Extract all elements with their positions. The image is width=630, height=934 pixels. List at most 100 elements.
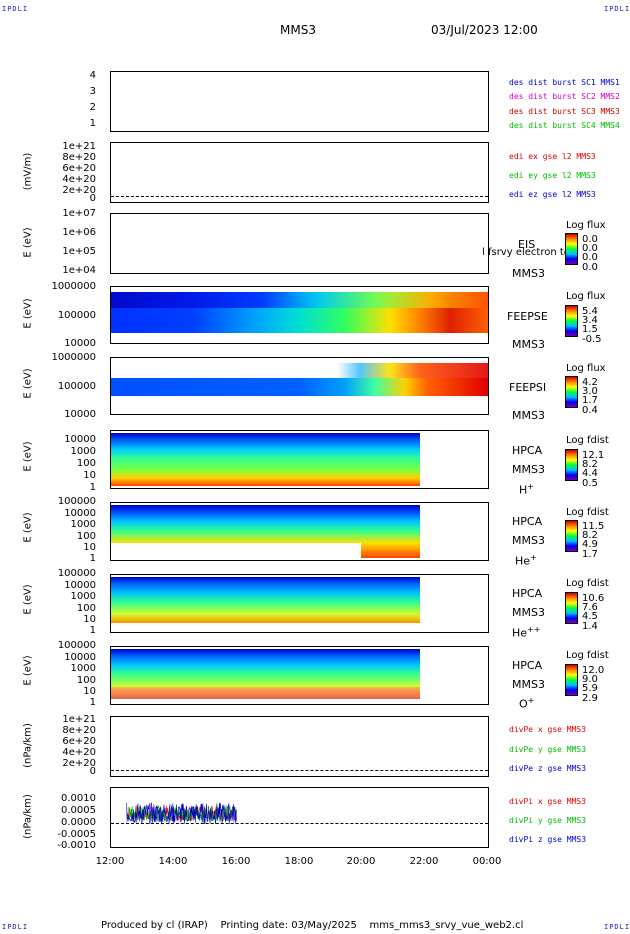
colorbar-title: Log flux: [566, 291, 606, 302]
spacecraft-label: MMS3: [512, 534, 545, 547]
y-tick: 0.0010: [61, 793, 96, 804]
y-tick: 1e+21: [62, 714, 96, 725]
overlay-text: l fsrvy electron to: [482, 247, 570, 258]
colorbar: [565, 592, 578, 624]
spacecraft-label: MMS3: [512, 267, 545, 280]
divpi-trace: [126, 802, 237, 825]
x-tick: 20:00: [346, 856, 376, 867]
y-tick: 0.0005: [61, 805, 96, 816]
colorbar-value: 0.0: [582, 234, 598, 245]
colorbar-value: 1.4: [582, 621, 598, 632]
species-label: H+: [519, 482, 534, 497]
colorbar: [565, 233, 578, 265]
y-tick: 10000: [64, 508, 96, 519]
panel-divpe: [110, 716, 489, 777]
y-tick: 8e+20: [62, 152, 96, 163]
legend-entry-ez: edi ez gse l2 MMS3: [509, 190, 596, 199]
corner-label-top-right: IPDLI: [604, 5, 630, 13]
colorbar-value: 8.2: [582, 530, 598, 541]
y-tick: 100000: [57, 310, 96, 321]
colorbar-value: 4.5: [582, 611, 598, 622]
y-tick: 2e+20: [62, 758, 96, 769]
panel-feeps-electron: [110, 286, 489, 344]
species-charge: ++: [527, 625, 541, 634]
y-tick: 100000: [57, 496, 96, 507]
y-tick: 1: [89, 482, 96, 493]
y-tick: 1: [89, 625, 96, 636]
x-tick: 22:00: [409, 856, 439, 867]
divpi-series-z: [126, 802, 237, 825]
spectrogram-fill: [111, 378, 488, 396]
colorbar-value: 2.9: [582, 693, 598, 704]
y-tick: 2e+20: [62, 185, 96, 196]
x-tick: 00:00: [472, 856, 502, 867]
y-tick: 1: [89, 118, 96, 129]
colorbar-title: Log fdist: [566, 507, 609, 518]
colorbar-value: 0.5: [582, 478, 598, 489]
colorbar-value: 4.2: [582, 377, 598, 388]
y-tick: 100000: [57, 640, 96, 651]
corner-label-bottom-right: IPDLI: [604, 923, 630, 931]
y-tick: 100: [76, 458, 96, 469]
y-tick: 10000: [64, 580, 96, 591]
species-charge: +: [530, 553, 537, 562]
y-axis-label: E (eV): [22, 227, 34, 258]
y-tick: 1e+05: [62, 246, 96, 257]
y-tick: 1e+04: [62, 265, 96, 276]
colorbar-title: Log flux: [566, 363, 606, 374]
colorbar: [565, 449, 578, 481]
y-tick: 10: [83, 686, 96, 697]
y-tick: 1000000: [51, 281, 96, 292]
panel-hpca-h: [110, 430, 489, 489]
species-label: He+: [515, 553, 537, 568]
y-tick: 1000000: [51, 352, 96, 363]
y-tick: 1: [89, 697, 96, 708]
y-tick: 0: [89, 766, 96, 777]
colorbar: [565, 664, 578, 696]
y-tick: 8e+20: [62, 725, 96, 736]
y-tick: 10000: [64, 652, 96, 663]
zero-line: [111, 196, 488, 197]
y-tick: 10: [83, 614, 96, 625]
y-tick: 100000: [57, 381, 96, 392]
y-tick: 6e+20: [62, 163, 96, 174]
legend-entry-divpe-z: divPe z gse MMS3: [509, 764, 587, 773]
mission-title: MMS3: [280, 23, 316, 37]
zero-line: [111, 770, 488, 771]
legend-entry-divpi-x: divPi x gse MMS3: [509, 797, 587, 806]
footer-text: Produced by cl (IRAP) Printing date: 03/…: [101, 920, 524, 931]
spectrogram-fill: [111, 577, 420, 623]
colorbar-value: 0.0: [582, 252, 598, 263]
y-tick: 4e+20: [62, 747, 96, 758]
colorbar-value: 0.0: [582, 243, 598, 254]
colorbar: [565, 305, 578, 337]
species-label: O+: [519, 696, 534, 711]
colorbar-value: 11.5: [582, 521, 605, 532]
instrument-label: EIS: [518, 238, 536, 251]
species-charge: +: [527, 696, 535, 705]
spacecraft-label: MMS3: [512, 606, 545, 619]
colorbar-title: Log fdist: [566, 435, 609, 446]
species-label: He++: [512, 625, 540, 640]
y-tick: 10000: [64, 409, 96, 420]
spectrogram-low-energy: [361, 543, 420, 558]
y-tick: 1000: [70, 446, 96, 457]
colorbar-value: 1.5: [582, 324, 598, 335]
x-tick: 16:00: [221, 856, 251, 867]
colorbar-value: 1.7: [582, 549, 598, 560]
colorbar-title: Log fdist: [566, 578, 609, 589]
legend-entry-divpi-y: divPi y gse MMS3: [509, 816, 587, 825]
y-tick: 10: [83, 542, 96, 553]
colorbar-value: 3.0: [582, 386, 598, 397]
species-name: O: [519, 697, 528, 711]
spectrogram-upper: [111, 363, 488, 378]
colorbar-value: 5.9: [582, 683, 598, 694]
panel-edi-field: [110, 142, 489, 203]
species-name: He: [515, 554, 531, 568]
y-tick: 6e+20: [62, 736, 96, 747]
panel-divpi: [110, 787, 489, 848]
y-tick: 3: [89, 86, 96, 97]
colorbar-value: 7.6: [582, 602, 598, 613]
colorbar-title: Log fdist: [566, 650, 609, 661]
spectrogram-fill: [111, 505, 420, 543]
